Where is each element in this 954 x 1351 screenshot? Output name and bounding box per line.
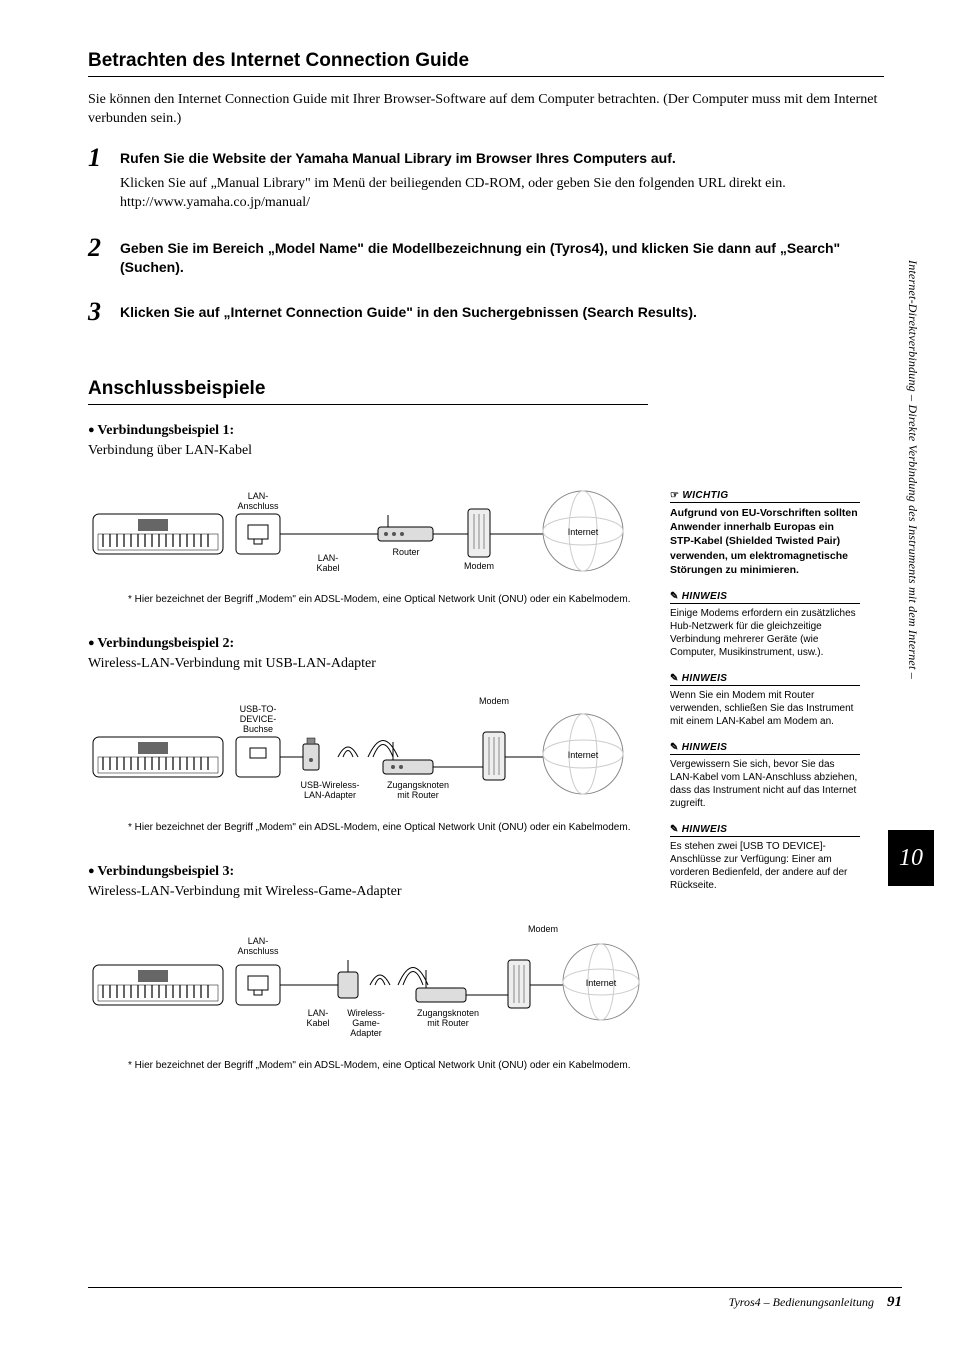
side-vertical-text: Internet-Direktverbindung – Direkte Verb…: [905, 260, 920, 679]
d2-label-modem: Modem: [479, 696, 509, 706]
d3-label-ap: Zugangsknotenmit Router: [417, 1008, 479, 1028]
d1-label-cable: LAN-Kabel: [316, 553, 339, 573]
note-hinweis-2-head: ✎HINWEIS: [670, 673, 860, 686]
step-2-head: Geben Sie im Bereich „Model Name" die Mo…: [120, 239, 884, 277]
section-1-intro: Sie können den Internet Connection Guide…: [88, 91, 884, 129]
d3-label-modem: Modem: [528, 924, 558, 934]
d3-label-extra: Wireless-Game-Adapter: [347, 1008, 385, 1038]
example-2-title: Verbindungsbeispiel 2:: [88, 636, 648, 652]
footer-text: Tyros4 – Bedienungsanleitung: [729, 1295, 874, 1309]
pencil-icon: ✎: [670, 742, 679, 753]
note-hinweis-3: ✎HINWEIS Vergewissern Sie sich, bevor Si…: [670, 742, 860, 810]
step-3-num: 3: [88, 297, 101, 327]
d1-label-modem: Modem: [464, 561, 494, 571]
pencil-icon: ✎: [670, 591, 679, 602]
d2-label-port: USB-TO-DEVICE-Buchse: [240, 704, 277, 734]
step-1-head: Rufen Sie die Website der Yamaha Manual …: [120, 149, 884, 168]
example-1: Verbindungsbeispiel 1: Verbindung über L…: [88, 423, 648, 606]
note-hinweis-1: ✎HINWEIS Einige Modems erfordern ein zus…: [670, 591, 860, 659]
example-2-diagram: USB-TO-DEVICE-Buchse USB-Wireless-LAN-Ad…: [88, 682, 648, 817]
step-1: 1 Rufen Sie die Website der Yamaha Manua…: [120, 149, 884, 213]
example-1-diagram: LAN-Anschluss LAN-Kabel Router Modem: [88, 469, 648, 589]
note-wichtig-head: ☞WICHTIG: [670, 490, 860, 503]
d1-label-port: LAN-Anschluss: [237, 491, 279, 511]
note-hinweis-3-body: Vergewissern Sie sich, bevor Sie das LAN…: [670, 758, 860, 810]
step-2-num: 2: [88, 233, 101, 263]
note-wichtig: ☞WICHTIG Aufgrund von EU-Vorschriften so…: [670, 490, 860, 577]
example-1-footnote: * Hier bezeichnet der Begriff „Modem" ei…: [128, 593, 648, 606]
step-1-body: Klicken Sie auf „Manual Library" im Menü…: [120, 174, 884, 213]
note-hinweis-1-head: ✎HINWEIS: [670, 591, 860, 604]
section-1-title: Betrachten des Internet Connection Guide: [88, 50, 884, 77]
example-3-sub: Wireless-LAN-Verbindung mit Wireless-Gam…: [88, 884, 648, 900]
example-3: Verbindungsbeispiel 3: Wireless-LAN-Verb…: [88, 864, 648, 1072]
note-hinweis-2-body: Wenn Sie ein Modem mit Router verwenden,…: [670, 689, 860, 728]
note-hinweis-3-head: ✎HINWEIS: [670, 742, 860, 755]
example-2-sub: Wireless-LAN-Verbindung mit USB-LAN-Adap…: [88, 656, 648, 672]
d1-label-router: Router: [392, 547, 419, 557]
pencil-icon: ✎: [670, 673, 679, 684]
note-wichtig-body: Aufgrund von EU-Vorschriften sollten Anw…: [670, 506, 860, 577]
d2-label-ap: Zugangsknotenmit Router: [387, 780, 449, 800]
example-3-title: Verbindungsbeispiel 3:: [88, 864, 648, 880]
step-3-head: Klicken Sie auf „Internet Connection Gui…: [120, 303, 884, 322]
d1-label-internet: Internet: [568, 527, 599, 537]
note-hinweis-4-head: ✎HINWEIS: [670, 824, 860, 837]
d2-label-internet: Internet: [568, 750, 599, 760]
note-hinweis-4-body: Es stehen zwei [USB TO DEVICE]-Anschlüss…: [670, 840, 860, 892]
pencil-icon: ✎: [670, 824, 679, 835]
example-2: Verbindungsbeispiel 2: Wireless-LAN-Verb…: [88, 636, 648, 834]
section-2-title: Anschlussbeispiele: [88, 378, 648, 405]
footer-page-number: 91: [887, 1294, 902, 1310]
example-2-footnote: * Hier bezeichnet der Begriff „Modem" ei…: [128, 821, 648, 834]
note-hinweis-1-body: Einige Modems erfordern ein zusätzliches…: [670, 607, 860, 659]
step-3: 3 Klicken Sie auf „Internet Connection G…: [120, 303, 884, 322]
example-3-footnote: * Hier bezeichnet der Begriff „Modem" ei…: [128, 1059, 648, 1072]
step-1-num: 1: [88, 143, 101, 173]
d3-label-internet: Internet: [586, 978, 617, 988]
notes-column: ☞WICHTIG Aufgrund von EU-Vorschriften so…: [670, 490, 860, 906]
d2-label-adapter: USB-Wireless-LAN-Adapter: [300, 780, 359, 800]
d3-label-cable: LAN-Kabel: [306, 1008, 329, 1028]
chapter-tab: 10: [888, 830, 934, 886]
d3-label-port: LAN-Anschluss: [237, 936, 279, 956]
example-3-diagram: LAN-Anschluss LAN-Kabel Wireless-Game-Ad…: [88, 910, 648, 1055]
page-footer: Tyros4 – Bedienungsanleitung 91: [88, 1287, 902, 1311]
note-hinweis-2: ✎HINWEIS Wenn Sie ein Modem mit Router v…: [670, 673, 860, 728]
example-1-sub: Verbindung über LAN-Kabel: [88, 443, 648, 459]
example-1-title: Verbindungsbeispiel 1:: [88, 423, 648, 439]
note-hinweis-4: ✎HINWEIS Es stehen zwei [USB TO DEVICE]-…: [670, 824, 860, 892]
pointing-hand-icon: ☞: [670, 490, 679, 501]
step-2: 2 Geben Sie im Bereich „Model Name" die …: [120, 239, 884, 277]
